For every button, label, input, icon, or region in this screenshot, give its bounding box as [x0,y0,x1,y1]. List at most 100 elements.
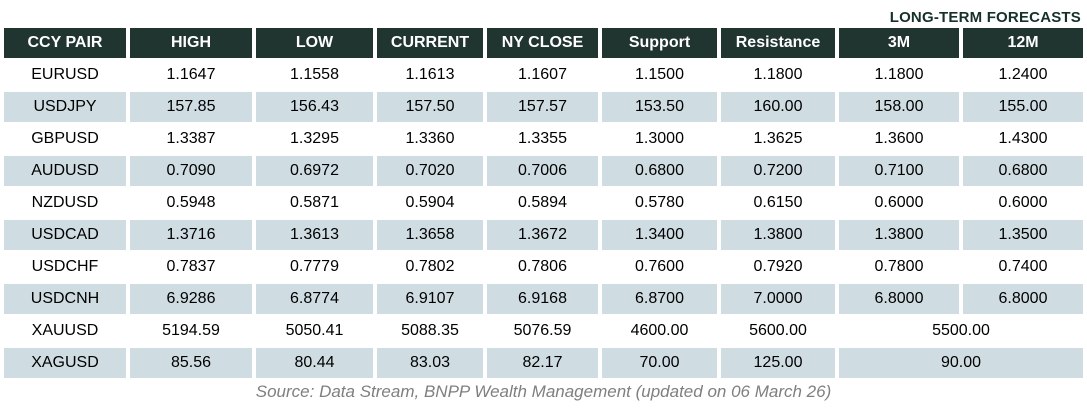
value-cell-m3: 1.3600 [839,124,959,154]
value-cell-forecast: 5500.00 [839,316,1083,346]
value-cell-resistance: 0.7200 [721,156,835,186]
table-row: USDCNH 6.9286 6.8774 6.9107 6.9168 6.8700 7.00… [4,284,1083,314]
value-cell-current: 1.1613 [377,60,483,90]
value-cell-m3: 0.7100 [839,156,959,186]
ccy-pair-cell: AUDUSD [4,156,126,186]
source-note: Source: Data Stream, BNPP Wealth Managem… [255,382,832,401]
table-row: USDCAD 1.3716 1.3613 1.3658 1.3672 1.3400 1.38… [4,220,1083,250]
ccy-pair-cell: XAUUSD [4,316,126,346]
value-cell-high: 0.5948 [130,188,252,218]
ccy-pair-cell: GBPUSD [4,124,126,154]
value-cell-ny_close: 1.1607 [487,60,598,90]
value-cell-low: 80.44 [256,348,373,378]
value-cell-support: 1.3400 [602,220,717,250]
value-cell-low: 156.43 [256,92,373,122]
value-cell-resistance: 1.3625 [721,124,835,154]
value-cell-m12: 6.8000 [963,284,1083,314]
value-cell-high: 0.7090 [130,156,252,186]
value-cell-m3: 1.1800 [839,60,959,90]
table-row: EURUSD 1.1647 1.1558 1.1613 1.1607 1.1500 1.18… [4,60,1083,90]
col-header-ccy-pair: CCY PAIR [4,28,126,58]
value-cell-ny_close: 6.9168 [487,284,598,314]
value-cell-current: 83.03 [377,348,483,378]
value-cell-m12: 0.7400 [963,252,1083,282]
value-cell-low: 0.7779 [256,252,373,282]
value-cell-resistance: 7.0000 [721,284,835,314]
value-cell-ny_close: 0.7006 [487,156,598,186]
long-term-forecasts-label: LONG-TERM FORECASTS [889,9,1081,26]
table-row: USDJPY 157.85 156.43 157.50 157.57 153.50 160.… [4,92,1083,122]
value-cell-ny_close: 0.7806 [487,252,598,282]
value-cell-low: 5050.41 [256,316,373,346]
value-cell-ny_close: 82.17 [487,348,598,378]
ccy-pair-cell: USDCAD [4,220,126,250]
value-cell-ny_close: 1.3355 [487,124,598,154]
value-cell-ny_close: 1.3672 [487,220,598,250]
value-cell-low: 1.3295 [256,124,373,154]
value-cell-resistance: 1.3800 [721,220,835,250]
col-header-12m: 12M [963,28,1083,58]
value-cell-m3: 158.00 [839,92,959,122]
value-cell-m12: 155.00 [963,92,1083,122]
value-cell-m12: 0.6000 [963,188,1083,218]
value-cell-support: 1.3000 [602,124,717,154]
value-cell-current: 0.7020 [377,156,483,186]
value-cell-current: 157.50 [377,92,483,122]
col-header-resistance: Resistance [721,28,835,58]
value-cell-support: 0.6800 [602,156,717,186]
value-cell-ny_close: 5076.59 [487,316,598,346]
value-cell-m12: 1.4300 [963,124,1083,154]
long-term-forecasts-label-row: LONG-TERM FORECASTS [0,0,1087,26]
col-header-3m: 3M [839,28,959,58]
col-header-support: Support [602,28,717,58]
value-cell-high: 1.3716 [130,220,252,250]
col-header-low: LOW [256,28,373,58]
ccy-pair-cell: XAGUSD [4,348,126,378]
value-cell-low: 6.8774 [256,284,373,314]
value-cell-m3: 6.8000 [839,284,959,314]
value-cell-resistance: 125.00 [721,348,835,378]
value-cell-high: 1.1647 [130,60,252,90]
ccy-pair-cell: USDJPY [4,92,126,122]
value-cell-resistance: 5600.00 [721,316,835,346]
ccy-pair-cell: USDCNH [4,284,126,314]
value-cell-m3: 0.7800 [839,252,959,282]
table-row: USDCHF 0.7837 0.7779 0.7802 0.7806 0.7600 0.79… [4,252,1083,282]
value-cell-high: 157.85 [130,92,252,122]
value-cell-current: 6.9107 [377,284,483,314]
fx-forecast-table: CCY PAIR HIGH LOW CURRENT NY CLOSE Suppo… [0,26,1087,380]
value-cell-ny_close: 0.5894 [487,188,598,218]
col-header-ny-close: NY CLOSE [487,28,598,58]
table-row: XAUUSD 5194.59 5050.41 5088.35 5076.59 4600.0… [4,316,1083,346]
ccy-pair-cell: USDCHF [4,252,126,282]
value-cell-support: 0.5780 [602,188,717,218]
value-cell-low: 1.3613 [256,220,373,250]
value-cell-current: 5088.35 [377,316,483,346]
value-cell-high: 85.56 [130,348,252,378]
value-cell-m3: 1.3800 [839,220,959,250]
value-cell-low: 0.6972 [256,156,373,186]
table-row: GBPUSD 1.3387 1.3295 1.3360 1.3355 1.3000 1.36… [4,124,1083,154]
value-cell-resistance: 160.00 [721,92,835,122]
value-cell-support: 1.1500 [602,60,717,90]
value-cell-m12: 1.2400 [963,60,1083,90]
value-cell-support: 6.8700 [602,284,717,314]
value-cell-support: 153.50 [602,92,717,122]
value-cell-support: 70.00 [602,348,717,378]
value-cell-high: 5194.59 [130,316,252,346]
col-header-high: HIGH [130,28,252,58]
value-cell-m12: 1.3500 [963,220,1083,250]
value-cell-low: 0.5871 [256,188,373,218]
value-cell-support: 0.7600 [602,252,717,282]
ccy-pair-cell: EURUSD [4,60,126,90]
value-cell-high: 6.9286 [130,284,252,314]
value-cell-ny_close: 157.57 [487,92,598,122]
col-header-current: CURRENT [377,28,483,58]
value-cell-high: 0.7837 [130,252,252,282]
table-row: NZDUSD 0.5948 0.5871 0.5904 0.5894 0.5780 0.61… [4,188,1083,218]
table-body: EURUSD 1.1647 1.1558 1.1613 1.1607 1.1500 1.18… [4,60,1083,378]
value-cell-m3: 0.6000 [839,188,959,218]
value-cell-low: 1.1558 [256,60,373,90]
value-cell-forecast: 90.00 [839,348,1083,378]
value-cell-current: 1.3658 [377,220,483,250]
